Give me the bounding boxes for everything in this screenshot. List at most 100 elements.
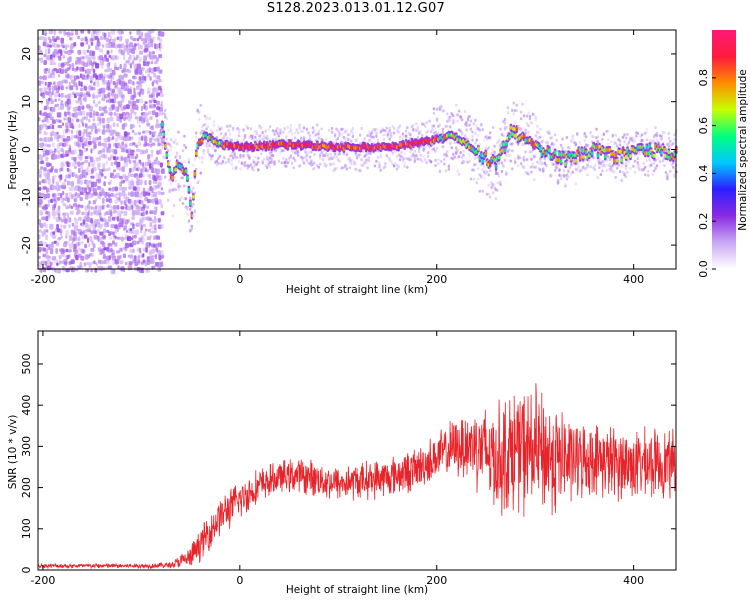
ridge-cell (645, 145, 649, 150)
halo-cell (422, 155, 425, 158)
halo-cell (193, 191, 196, 195)
noise-cell (127, 254, 130, 258)
halo-cell (475, 138, 478, 142)
halo-cell (645, 130, 648, 134)
noise-cell (70, 259, 75, 265)
noise-cell (64, 261, 68, 266)
noise-cell (127, 60, 131, 65)
halo-cell (624, 161, 628, 165)
noise-cell (68, 174, 72, 178)
halo-cell (384, 162, 387, 166)
noise-cell (71, 241, 74, 247)
halo-cell (236, 138, 239, 142)
halo-cell (280, 161, 284, 165)
noise-cell (130, 173, 135, 177)
halo-cell (354, 162, 357, 166)
colorbar-tick-label: 0.8 (697, 69, 710, 87)
halo-cell (265, 134, 269, 138)
noise-cell (133, 241, 138, 245)
noise-cell (129, 199, 133, 205)
noise-cell (129, 54, 132, 61)
halo-cell (184, 146, 188, 150)
noise-cell (68, 147, 72, 153)
noise-cell (97, 116, 102, 122)
halo-cell (302, 136, 306, 140)
halo-cell (561, 146, 564, 150)
halo-cell (496, 172, 499, 175)
noise-cell (123, 210, 128, 216)
noise-cell (47, 169, 50, 175)
noise-cell (51, 142, 55, 148)
noise-cell (113, 112, 117, 116)
halo-cell (584, 146, 588, 150)
halo-cell (527, 111, 530, 115)
noise-cell (66, 197, 70, 203)
noise-cell (49, 98, 54, 105)
halo-cell (438, 168, 442, 172)
colorbar-gradient (712, 30, 736, 269)
noise-cell (152, 79, 157, 84)
noise-cell (88, 262, 92, 269)
noise-cell (70, 130, 74, 134)
noise-cell (114, 186, 118, 192)
halo-cell (435, 146, 439, 150)
halo-cell (607, 142, 610, 146)
halo-cell (328, 128, 331, 132)
halo-cell (205, 127, 208, 131)
noise-cell (114, 235, 117, 239)
noise-cell (38, 186, 42, 191)
halo-cell (295, 128, 298, 132)
noise-cell (112, 42, 116, 48)
noise-cell (62, 138, 67, 142)
noise-cell (119, 212, 122, 219)
noise-cell (58, 55, 62, 61)
snr-trace (37, 383, 677, 570)
halo-cell (426, 129, 430, 133)
halo-cell (167, 198, 170, 202)
noise-cell (140, 88, 145, 95)
ridge-cell (502, 142, 505, 147)
noise-cell (123, 131, 128, 137)
halo-cell (329, 153, 332, 157)
noise-cell (68, 235, 73, 241)
noise-cell (81, 150, 84, 156)
halo-cell (449, 140, 452, 144)
noise-cell (148, 180, 152, 186)
noise-cell (78, 236, 81, 242)
noise-cell (131, 110, 134, 114)
halo-cell (313, 129, 316, 133)
halo-cell (161, 146, 164, 150)
halo-cell (190, 227, 193, 231)
halo-cell (289, 126, 292, 130)
halo-cell (294, 159, 297, 162)
noise-cell (77, 35, 80, 40)
noise-cell (77, 204, 81, 208)
halo-cell (449, 118, 452, 122)
noise-cell (144, 105, 148, 111)
noise-cell (45, 156, 49, 162)
noise-cell (55, 103, 60, 108)
noise-cell (94, 128, 98, 134)
noise-cell (111, 70, 116, 76)
halo-cell (636, 131, 639, 135)
noise-cell (84, 243, 88, 249)
halo-cell (530, 165, 533, 169)
halo-cell (468, 123, 471, 127)
halo-cell (551, 136, 554, 140)
halo-cell (175, 151, 179, 155)
noise-cell (51, 241, 54, 245)
noise-cell (68, 99, 71, 106)
noise-cell (51, 91, 54, 96)
halo-cell (621, 135, 625, 139)
noise-cell (80, 179, 83, 185)
noise-cell (99, 48, 104, 53)
noise-cell (153, 265, 156, 269)
noise-cell (87, 237, 90, 244)
halo-cell (183, 143, 186, 147)
noise-cell (71, 118, 74, 122)
halo-cell (398, 124, 402, 128)
ridge-cell (556, 158, 560, 163)
noise-cell (107, 92, 111, 98)
noise-cell (97, 218, 101, 225)
halo-cell (511, 108, 514, 112)
